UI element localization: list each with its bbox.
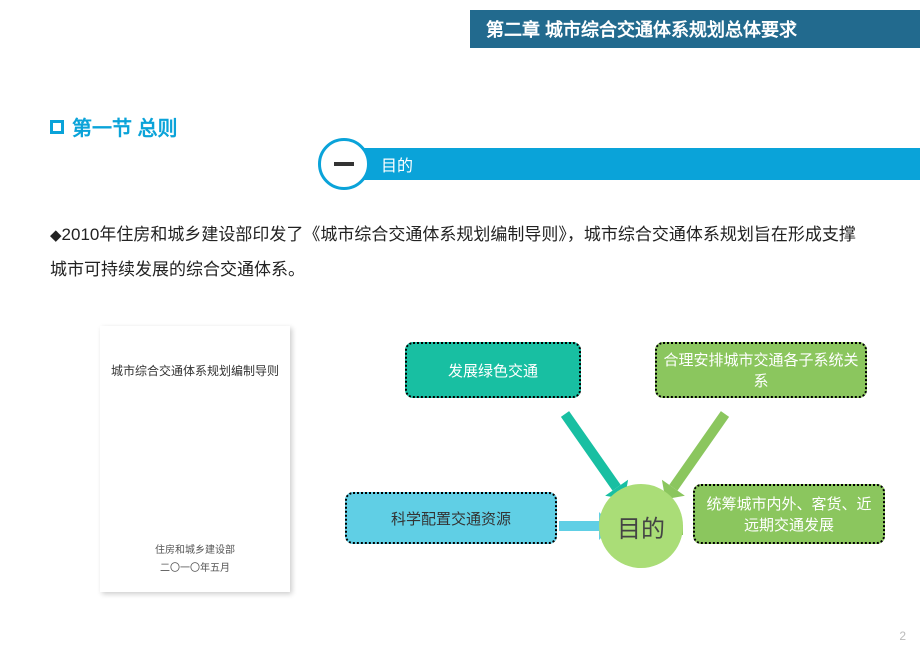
body-text-content: 2010年住房和城乡建设部印发了《城市综合交通体系规划编制导则》，城市综合交通体…: [50, 225, 856, 279]
node-overall: 统筹城市内外、客货、近远期交通发展: [693, 484, 885, 544]
section-heading: 第一节 总则: [50, 112, 178, 141]
purpose-label: 目的: [381, 152, 413, 176]
purpose-marker-circle: [318, 138, 370, 190]
body-paragraph: ◆2010年住房和城乡建设部印发了《城市综合交通体系规划编制导则》，城市综合交通…: [50, 218, 870, 287]
node-subsys: 合理安排城市交通各子系统关系: [655, 342, 867, 398]
doc-thumb-date: 二〇一〇年五月: [100, 559, 290, 574]
goal-circle: 目的: [599, 484, 683, 568]
page-number: 2: [899, 629, 906, 643]
diamond-bullet-icon: ◆: [50, 227, 62, 244]
doc-thumb-title: 城市综合交通体系规划编制导则: [100, 362, 290, 379]
node-resource: 科学配置交通资源: [345, 492, 557, 544]
goal-diagram: 发展绿色交通 合理安排城市交通各子系统关系科学配置交通资源 统筹城市内外、客货、近远…: [345, 334, 895, 594]
purpose-band: 目的: [325, 148, 920, 180]
chapter-title: 第二章 城市综合交通体系规划总体要求: [486, 16, 797, 42]
section-label-text: 第一节 总则: [72, 112, 178, 141]
node-green: 发展绿色交通: [405, 342, 581, 398]
doc-thumb-publisher: 住房和城乡建设部: [100, 541, 290, 556]
document-thumbnail: 城市综合交通体系规划编制导则 住房和城乡建设部 二〇一〇年五月: [100, 326, 290, 592]
chapter-header: 第二章 城市综合交通体系规划总体要求: [470, 10, 920, 48]
dash-icon: [334, 162, 354, 166]
square-bullet-icon: [50, 120, 64, 134]
